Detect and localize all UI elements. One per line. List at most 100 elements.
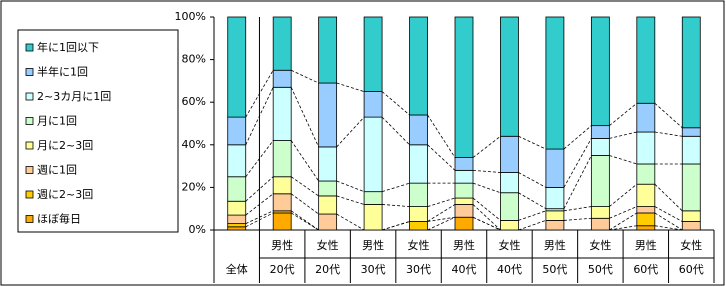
series-line [563, 138, 592, 188]
legend-label: ほぼ毎日 [37, 213, 81, 226]
legend-swatch [25, 117, 34, 125]
bar-segment [545, 220, 565, 231]
series-line [336, 213, 365, 231]
legend-label: 2~3カ月に1回 [37, 90, 111, 103]
bar-segment [363, 191, 383, 205]
x-tick-label: 30代 [406, 263, 431, 276]
bar-segment [545, 148, 565, 188]
series-line [290, 212, 319, 231]
bar-segment [500, 172, 519, 194]
bar-segment [272, 86, 292, 141]
series-line [563, 125, 592, 150]
bar-segment [500, 135, 519, 173]
legend-swatch [25, 92, 34, 101]
x-tick-label: 50代 [588, 263, 613, 276]
series-line [654, 183, 683, 212]
series-line [609, 183, 638, 207]
x-tick-label: 全体 [226, 262, 248, 276]
bar-segment [318, 16, 338, 84]
x-tick-label: 20代 [270, 263, 295, 276]
x-tick-label: 60代 [633, 263, 658, 276]
series-line [245, 70, 274, 118]
x-tick-label: 50代 [542, 263, 567, 276]
bar-segment [454, 204, 474, 218]
x-tick-label: 40代 [497, 263, 522, 276]
x-tick-label: 女性 [317, 238, 339, 252]
bar-segment [454, 197, 474, 205]
bar-segment [500, 192, 519, 221]
series-line [654, 212, 683, 231]
series-line [381, 91, 410, 116]
series-line [245, 140, 274, 177]
series-line [654, 102, 683, 129]
bar-segment [681, 210, 701, 222]
series-line [290, 140, 319, 182]
series-line [472, 204, 501, 231]
x-tick-label: 女性 [408, 238, 430, 252]
legend-swatch [25, 43, 34, 52]
series-line [245, 176, 274, 202]
bar-segment [545, 16, 565, 150]
bar-segment [227, 214, 247, 225]
series-line [472, 169, 501, 173]
bar-segment [454, 16, 474, 158]
legend-label: 半年に1回 [37, 65, 88, 79]
bar-segment [636, 163, 656, 185]
series-line [290, 210, 319, 231]
bar-segment [500, 220, 519, 231]
bar-segment [227, 144, 247, 178]
legend-swatch [25, 215, 34, 223]
bar-segment [272, 193, 292, 212]
bar-segment [318, 180, 338, 197]
x-tick-label: 女性 [498, 238, 520, 252]
bar-segment [636, 102, 656, 133]
y-tick-label: 80% [182, 53, 206, 66]
series-line [518, 135, 547, 150]
series-line [472, 216, 501, 231]
bar-segment [454, 182, 474, 199]
bar-segment [454, 157, 474, 171]
series-line [654, 206, 683, 222]
series-line [291, 69, 319, 84]
bar-segment [590, 125, 610, 139]
series-line [290, 193, 319, 215]
bar-segment [409, 114, 428, 146]
legend-swatch [25, 166, 34, 174]
series-line [245, 193, 274, 216]
series-line [472, 197, 501, 221]
bar-segment [636, 131, 656, 165]
bar-segment [272, 16, 292, 71]
series-line [427, 216, 456, 231]
series-line [381, 116, 410, 146]
series-line [609, 102, 638, 126]
series-line [290, 176, 319, 197]
y-tick-label: 60% [182, 95, 206, 108]
series-line [518, 172, 547, 188]
bar-segment [636, 183, 656, 207]
bar-segment [363, 204, 383, 231]
series-line [245, 212, 274, 228]
y-tick-label: 40% [182, 138, 206, 151]
series-line [472, 135, 501, 158]
series-line [427, 144, 456, 171]
legend-label: 月に1回 [37, 115, 77, 128]
bar-segment [409, 221, 428, 231]
bar-segment [363, 16, 383, 92]
y-tick-label: 20% [182, 180, 206, 193]
legend-label: 週に1回 [37, 164, 77, 177]
bar-segment [272, 212, 292, 231]
x-tick-label: 男性 [635, 238, 657, 252]
x-tick-label: 40代 [452, 263, 477, 276]
bar-segment [681, 163, 701, 212]
series-line [518, 192, 547, 210]
legend-label: 年に1回以下 [37, 40, 99, 54]
x-tick-label: 男性 [544, 238, 566, 252]
bar-segment [590, 206, 610, 219]
bar-segment [681, 135, 701, 165]
series-line [609, 212, 638, 231]
bar-segment [590, 16, 610, 127]
series-line [563, 217, 592, 221]
bar-segment [363, 91, 383, 118]
legend-swatch [25, 190, 34, 199]
